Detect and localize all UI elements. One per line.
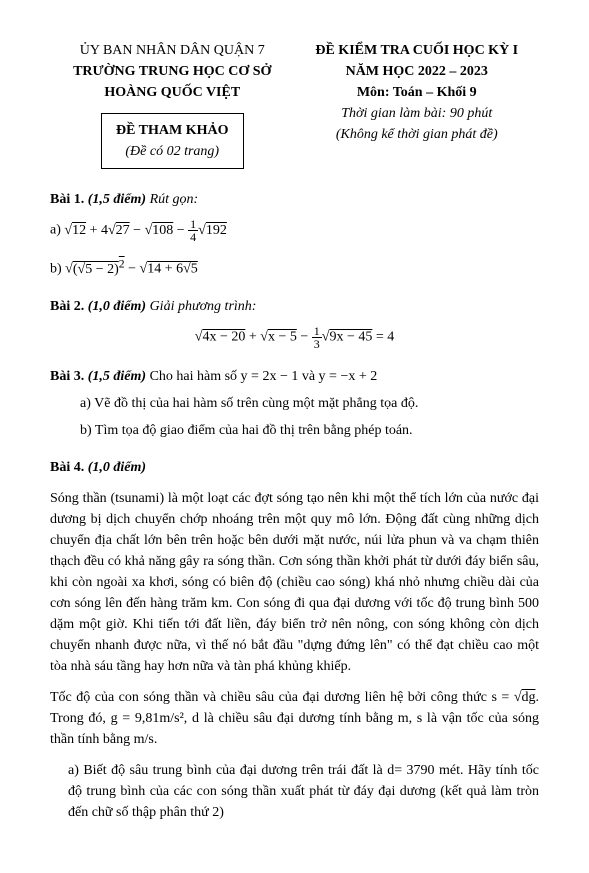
problem-4-para1: Sóng thần (tsunami) là một loạt các đợt … — [50, 488, 539, 677]
problem-4: Bài 4. (1,0 điểm) Sóng thần (tsunami) là… — [50, 457, 539, 823]
problem-1b: b) √(√5 − 2)2 − √14 + 6√5 — [50, 255, 539, 280]
problem-4a: a) Biết độ sâu trung bình của đại dương … — [68, 760, 539, 823]
problem-2: Bài 2. (1,0 điểm) Giải phương trình: √4x… — [50, 296, 539, 350]
problem-1-title: Bài 1. — [50, 192, 84, 207]
box-title: ĐỀ THAM KHẢO — [116, 120, 229, 141]
authority-line: ỦY BAN NHÂN DÂN QUẬN 7 — [50, 40, 295, 61]
reference-box: ĐỀ THAM KHẢO (Đề có 02 trang) — [101, 113, 244, 169]
problem-3-title: Bài 3. — [50, 369, 84, 384]
problem-2-title: Bài 2. — [50, 299, 84, 314]
problem-2-points: (1,0 điểm) — [88, 299, 146, 314]
duration: Thời gian làm bài: 90 phút — [295, 103, 540, 124]
problem-3-points: (1,5 điểm) — [88, 369, 146, 384]
expr-1b: √(√5 − 2)2 − √14 + 6√5 — [65, 262, 198, 277]
problem-3a: a) Vẽ đồ thị của hai hàm số trên cùng mộ… — [80, 393, 539, 414]
problem-1-points: (1,5 điểm) — [88, 192, 146, 207]
equation-2: √4x − 20 + √x − 5 − 13√9x − 45 = 4 — [50, 325, 539, 350]
problem-4-title: Bài 4. — [50, 460, 84, 475]
label-1b: b) — [50, 262, 62, 277]
problem-1a: a) √12 + 4√27 − √108 − 14√192 — [50, 218, 539, 243]
school-line2: HOÀNG QUỐC VIỆT — [50, 82, 295, 103]
duration-note: (Không kể thời gian phát đề) — [295, 124, 540, 145]
header-left: ỦY BAN NHÂN DÂN QUẬN 7 TRƯỜNG TRUNG HỌC … — [50, 40, 295, 169]
problem-1: Bài 1. (1,5 điểm) Rút gọn: a) √12 + 4√27… — [50, 189, 539, 280]
problem-3: Bài 3. (1,5 điểm) Cho hai hàm số y = 2x … — [50, 366, 539, 441]
problem-4-points: (1,0 điểm) — [88, 460, 146, 475]
problem-3-instr: Cho hai hàm số y = 2x − 1 và y = −x + 2 — [150, 369, 378, 384]
problem-4-para2: Tốc độ của con sóng thần và chiều sâu củ… — [50, 687, 539, 750]
problem-1-instr: Rút gọn: — [150, 192, 199, 207]
exam-title: ĐỀ KIỂM TRA CUỐI HỌC KỲ I — [295, 40, 540, 61]
expr-1a: √12 + 4√27 − √108 − 14√192 — [64, 223, 226, 238]
header-right: ĐỀ KIỂM TRA CUỐI HỌC KỲ I NĂM HỌC 2022 –… — [295, 40, 540, 169]
problem-2-instr: Giải phương trình: — [150, 299, 257, 314]
problem-3b: b) Tìm tọa độ giao điểm của hai đồ thị t… — [80, 420, 539, 441]
school-line1: TRƯỜNG TRUNG HỌC CƠ SỞ — [50, 61, 295, 82]
subject-grade: Môn: Toán – Khối 9 — [295, 82, 540, 103]
document-header: ỦY BAN NHÂN DÂN QUẬN 7 TRƯỜNG TRUNG HỌC … — [50, 40, 539, 169]
school-year: NĂM HỌC 2022 – 2023 — [295, 61, 540, 82]
label-1a: a) — [50, 223, 61, 238]
box-subtitle: (Đề có 02 trang) — [116, 141, 229, 162]
